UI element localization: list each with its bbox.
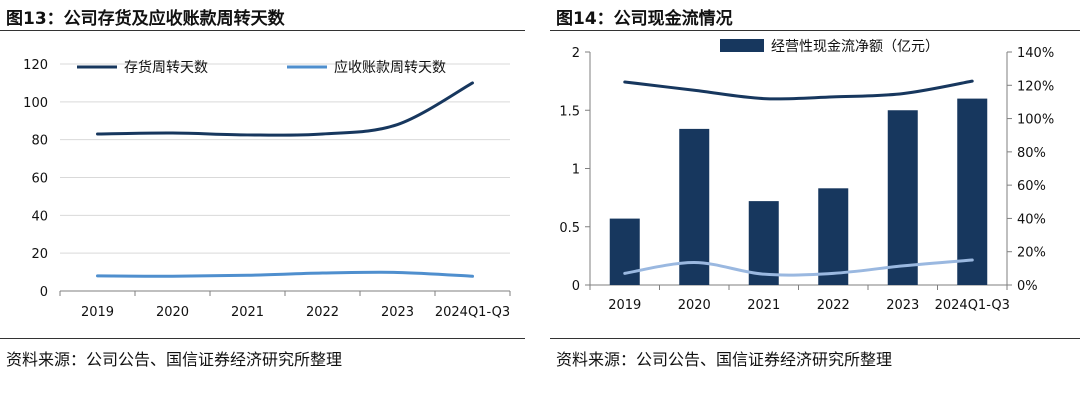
y-tick-label: 1.5 xyxy=(559,104,580,119)
x-tick-label: 2019 xyxy=(608,298,641,313)
x-tick-label: 2023 xyxy=(886,298,919,313)
y-tick-label: 0 xyxy=(40,285,48,300)
y2-tick-label: 120% xyxy=(1017,79,1054,94)
figure-14-source: 资料来源：公司公告、国信证券经济研究所整理 xyxy=(556,350,893,369)
series-line-1 xyxy=(96,81,474,137)
series-line-2 xyxy=(623,258,974,277)
x-tick-label: 2020 xyxy=(156,305,189,320)
y-tick-label: 0.5 xyxy=(559,221,580,236)
legend-swatch-bar xyxy=(720,39,764,52)
figure-14-top-rule xyxy=(550,30,1080,31)
legend-label-bar: 经营性现金流净额（亿元） xyxy=(771,39,939,55)
figure-14-panel: 图14：公司现金流情况 0 0.5 1 1.5 2 0% 20% 40% 60% 80% 100% 1… xyxy=(550,0,1080,405)
y-tick-label: 120 xyxy=(23,58,48,73)
y-tick-label: 80 xyxy=(31,134,48,149)
figure-13-line-chart: 0 20 40 60 80 100 120 2019 2020 2021 2022 2023 2024Q… xyxy=(23,58,511,320)
bar-2024Q1-Q3 xyxy=(957,98,988,285)
legend-label-2: 应收账款周转天数 xyxy=(334,59,446,76)
y-tick-label: 40 xyxy=(31,209,48,224)
x-tick-label: 2024Q1-Q3 xyxy=(935,298,1010,313)
figure-13-source: 资料来源：公司公告、国信证券经济研究所整理 xyxy=(6,350,343,369)
y-tick-label: 2 xyxy=(572,46,580,61)
figure-13-title: 图13：公司存货及应收账款周转天数 xyxy=(6,9,285,29)
x-tick-label: 2023 xyxy=(381,305,414,320)
bar-2019 xyxy=(609,218,640,285)
figure-14-title: 图14：公司现金流情况 xyxy=(556,9,733,29)
y-tick-label: 60 xyxy=(31,172,48,187)
series-line-2 xyxy=(96,270,474,278)
figure-13-panel: 图13：公司存货及应收账款周转天数 0 20 40 60 80 100 120 2019 202… xyxy=(0,0,525,405)
y2-tick-label: 60% xyxy=(1017,179,1046,194)
legend-label-1: 存货周转天数 xyxy=(124,59,208,76)
x-tick-label: 2019 xyxy=(81,305,114,320)
y-tick-label: 1 xyxy=(572,163,580,178)
y2-tick-label: 100% xyxy=(1017,113,1054,128)
bar-2023 xyxy=(887,110,918,285)
y-tick-label: 100 xyxy=(23,96,48,111)
y2-tick-label: 20% xyxy=(1017,246,1046,261)
x-tick-label: 2021 xyxy=(747,298,780,313)
y-tick-label: 20 xyxy=(31,247,48,262)
y2-tick-label: 0% xyxy=(1017,279,1038,294)
figure-14-bottom-rule xyxy=(550,338,1080,339)
x-tick-label: 2024Q1-Q3 xyxy=(435,305,510,320)
x-tick-label: 2021 xyxy=(231,305,264,320)
series-line-1 xyxy=(623,79,974,101)
bar-2021 xyxy=(748,201,779,285)
y2-tick-label: 140% xyxy=(1017,46,1054,61)
x-tick-label: 2022 xyxy=(817,298,850,313)
y-tick-label: 0 xyxy=(572,279,580,294)
y2-tick-label: 40% xyxy=(1017,212,1046,227)
figure-13-top-rule xyxy=(0,30,525,31)
x-tick-label: 2022 xyxy=(306,305,339,320)
figure-13-bottom-rule xyxy=(0,338,525,339)
y2-tick-label: 80% xyxy=(1017,146,1046,161)
bar-2022 xyxy=(818,188,849,285)
figure-14-combo-chart: 00.511.520%20%40%60%80%100%120%140%2019 2… xyxy=(559,39,1054,313)
x-tick-label: 2020 xyxy=(678,298,711,313)
bar-2020 xyxy=(679,128,710,285)
